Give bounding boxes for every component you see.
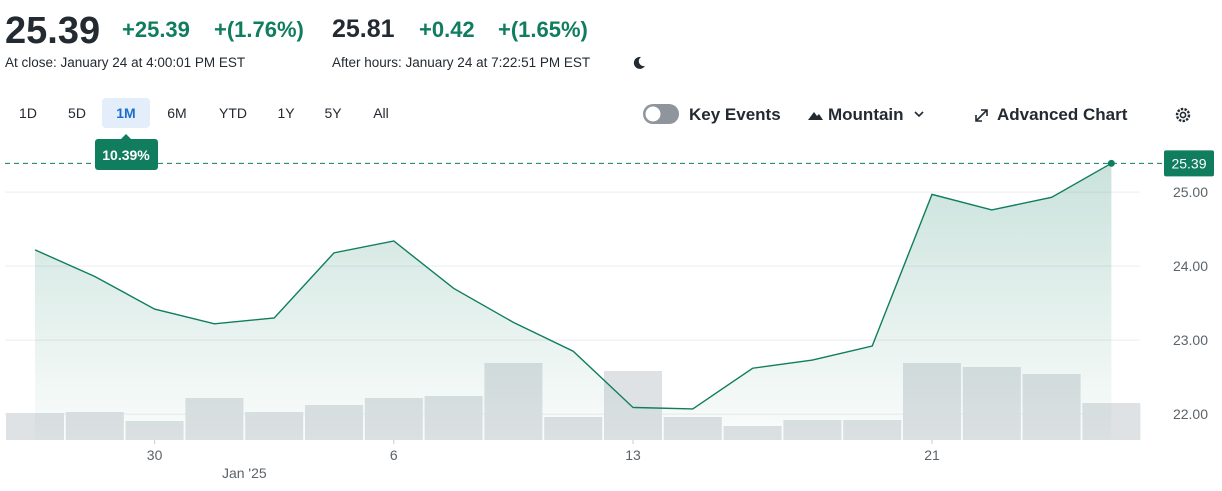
area-fill (35, 163, 1112, 440)
active-range-bg (102, 98, 150, 128)
last-price-label: 25.39 (1171, 155, 1206, 171)
badge-pointer (121, 134, 131, 139)
price-change: +25.39 (122, 17, 190, 42)
range-tab[interactable]: 6M (167, 105, 186, 121)
range-tab[interactable]: 1D (19, 105, 37, 121)
x-tick-label: 13 (625, 447, 641, 463)
chevron (914, 111, 924, 118)
plot: 22.00 23.00 24.00 25.00 25.39 30 6 13 21 Jan '25 (5, 150, 1214, 481)
price-change-pct: +(1.76%) (214, 17, 304, 42)
after-hours-label: After hours: January 24 at 7:22:51 PM ES… (332, 55, 590, 70)
settings-icon[interactable] (1175, 107, 1191, 123)
close-label: At close: January 24 at 4:00:01 PM EST (5, 55, 245, 70)
after-hours-price: 25.81 (332, 15, 395, 43)
price: 25.39 (5, 10, 100, 52)
y-tick-label: 23.00 (1173, 332, 1208, 348)
range-tab[interactable]: 5Y (324, 105, 342, 121)
mountain-icon (808, 112, 823, 120)
price-line (34, 162, 1112, 410)
after-hours-change-pct: +(1.65%) (498, 17, 588, 42)
x-tick-label: 21 (924, 447, 940, 463)
chart-style[interactable]: Mountain (828, 105, 904, 124)
range-change: 10.39% (102, 147, 150, 163)
toggle-knob (645, 106, 661, 122)
moon-icon (633, 56, 645, 69)
x-tick-label: 6 (390, 447, 398, 463)
advanced-chart[interactable]: Advanced Chart (997, 105, 1128, 124)
y-tick-label: 22.00 (1173, 406, 1208, 422)
range-tab[interactable]: 1M (116, 105, 135, 121)
range-tab[interactable]: 1Y (277, 105, 295, 121)
last-point (1107, 159, 1115, 167)
expand-icon (975, 109, 988, 122)
last-price-box (1164, 150, 1214, 177)
y-tick-label: 25.00 (1173, 184, 1208, 200)
range-tabs: 1D 5D 10.39% 1M 6M YTD 1Y 5Y All (19, 98, 389, 170)
x-tick-label: 30 (147, 447, 163, 463)
range-change-badge (95, 139, 158, 170)
after-hours-change: +0.42 (419, 17, 475, 42)
y-tick-label: 24.00 (1173, 258, 1208, 274)
x-sublabel: Jan '25 (222, 465, 267, 481)
key-events[interactable]: Key Events (689, 105, 781, 124)
range-tab[interactable]: All (373, 105, 389, 121)
range-tab[interactable]: YTD (219, 105, 247, 121)
range-tab[interactable]: 5D (68, 105, 86, 121)
